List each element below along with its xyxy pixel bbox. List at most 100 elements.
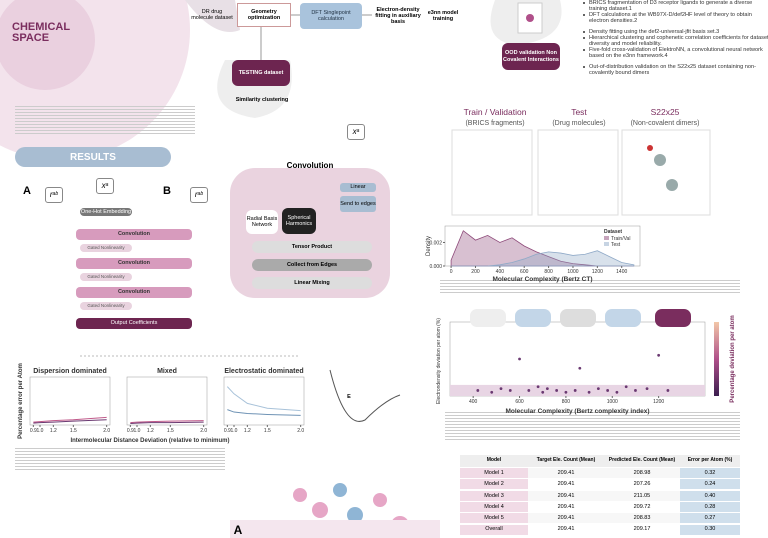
table-cell: Model 5 — [460, 513, 528, 525]
symbol-main: x — [101, 180, 106, 190]
table-cell: 209.17 — [604, 524, 680, 536]
poster-title: CHEMICAL SPACE — [12, 21, 70, 44]
image-frame — [537, 129, 619, 216]
layer-box: Convolution — [76, 229, 192, 240]
layer-box: Gated Nonlinearity — [80, 273, 132, 281]
error-line — [226, 386, 301, 412]
bullet — [583, 66, 585, 68]
x-tick-label: 1.2 — [147, 428, 154, 434]
radial-box: Radial Basis Network — [246, 210, 278, 234]
caption-2 — [440, 280, 740, 294]
table-cell: Model 1 — [460, 468, 528, 479]
image-frame — [451, 129, 533, 216]
dataset-title: S22x25 — [650, 107, 680, 118]
molecule-atom — [526, 14, 534, 22]
error-line — [130, 420, 204, 424]
table-header: Error per Atom (%) — [680, 455, 740, 467]
workflow-step: Geometry optimization — [237, 3, 291, 27]
legend-label: Test — [611, 242, 621, 248]
legend-swatch — [604, 242, 609, 246]
atom — [666, 179, 678, 191]
energy-curve — [329, 369, 401, 422]
scatter-point — [573, 389, 577, 392]
layer-box: Gated Nonlinearity — [80, 302, 132, 310]
scatter-point — [545, 387, 549, 390]
x-axis-label: Intermolecular Distance Deviation (relat… — [70, 438, 229, 444]
table-cell: 0.32 — [680, 468, 740, 479]
symbol-sub: ab — [197, 191, 204, 198]
workflow-step: DR drug molecule dataset — [191, 8, 233, 21]
x-axis-label: Molecular Complexity (Bertz CT) — [492, 276, 592, 283]
symbol: r ab — [45, 187, 63, 203]
atom — [347, 507, 363, 523]
colorbar-label: Percentage deviation per atom — [730, 315, 736, 402]
x-tick-label: 1.2 — [244, 428, 251, 434]
workflow-step: Electron-density fitting in auxiliary ba… — [375, 6, 421, 26]
bottom-molecule — [230, 483, 440, 538]
plot-frame — [29, 376, 111, 426]
scatter-point — [606, 389, 610, 392]
legend-title: Dataset — [604, 229, 622, 235]
x-tick-label: 600 — [520, 269, 529, 275]
dataset-title: Test — [571, 107, 587, 118]
scatter-point — [541, 390, 545, 394]
table-cell: 207.26 — [604, 479, 680, 491]
x-tick-label: 0.9 — [127, 428, 134, 434]
workflow-step: DFT Singlepoint calculation — [300, 3, 362, 29]
y-tick-label: 0.002 — [429, 240, 442, 246]
plot-frame — [126, 376, 208, 426]
table-header: Predicted Ele. Count (Mean) — [604, 455, 680, 467]
atom — [293, 488, 307, 502]
x-tick-label: 2.0 — [103, 428, 110, 434]
dataset-subtitle: (Drug molecules) — [552, 119, 606, 127]
x-tick-label: 0.9 — [224, 428, 231, 434]
scatter-point — [518, 357, 521, 361]
scatter-point — [657, 353, 661, 357]
caption-3 — [445, 412, 740, 440]
x-tick-label: 1000 — [567, 269, 578, 275]
table-cell: 0.40 — [680, 490, 740, 502]
x-tick-label: 2.0 — [297, 428, 304, 434]
workflow-blob — [185, 0, 240, 32]
send-box: Send to edges — [340, 196, 376, 212]
colorbar — [714, 322, 719, 396]
table-cell: Model 4 — [460, 501, 528, 513]
scatter-point — [527, 389, 531, 392]
x-tick-label: 600 — [515, 399, 524, 405]
workflow-step: e3nn model training — [427, 9, 459, 22]
x-tick-label: 0.9 — [30, 428, 37, 434]
scatter-point — [499, 387, 503, 390]
symbol-main: r — [194, 189, 198, 199]
conv-title: Convolution — [286, 160, 334, 170]
y-axis-label: Electrondensity deviation per atom (%) — [436, 318, 442, 404]
table-cell: 209.41 — [528, 468, 604, 479]
table-cell: 0.30 — [680, 524, 740, 536]
x-axis-label: Molecular Complexity (Bertz complexity i… — [505, 408, 649, 415]
panel-title: Electrostatic dominated — [224, 368, 303, 375]
x-tick-label: 400 — [496, 269, 505, 275]
scatter-point — [587, 390, 591, 394]
panel-label: B — [163, 184, 171, 197]
x-tick-label: 1200 — [653, 399, 664, 405]
plot-frame — [223, 376, 305, 426]
x-tick-label: 1400 — [616, 269, 627, 275]
x-tick-label: 0 — [450, 269, 453, 275]
panel-title: Dispersion dominated — [33, 368, 107, 375]
bullet — [583, 31, 585, 33]
scatter-point — [666, 389, 670, 392]
method-bullet: DFT calculations at the WB97X-D/def2HF l… — [583, 12, 768, 25]
symbol-main: r — [49, 189, 53, 199]
layer-box: Gated Nonlinearity — [80, 244, 132, 252]
symbol-sub: a — [356, 128, 360, 135]
density-area — [451, 250, 635, 267]
inner-circle — [0, 0, 95, 90]
x-tick-label: 1000 — [607, 399, 618, 405]
method-bullet: Out-of-distribution validation on the S2… — [583, 64, 768, 77]
layer-box: Convolution — [76, 258, 192, 269]
layer-box: Output Coefficients — [76, 318, 192, 329]
x-tick-label: 1.0 — [37, 428, 44, 434]
